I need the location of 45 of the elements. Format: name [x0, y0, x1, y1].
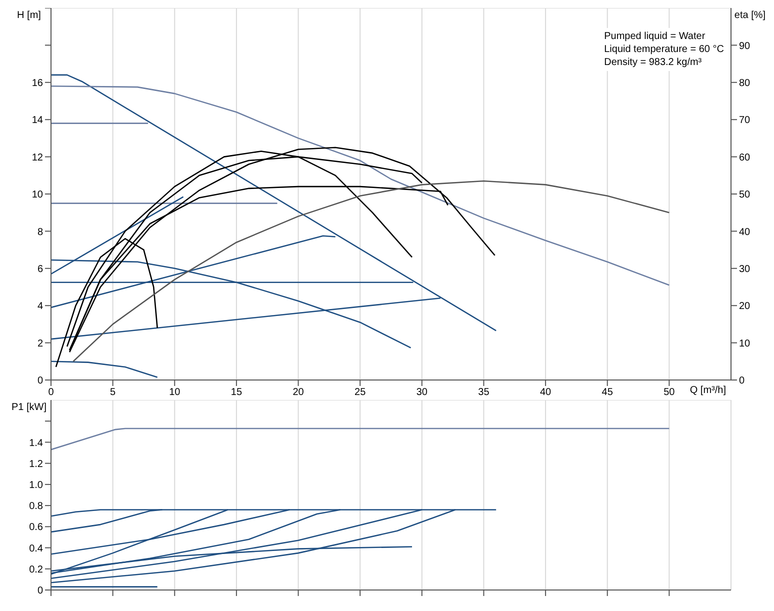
x-tick-label: 45: [602, 387, 614, 398]
x-tick-label: 0: [48, 387, 54, 398]
x-tick-label: 5: [110, 387, 116, 398]
x-tick-label: 25: [354, 387, 366, 398]
y-tick-label: 12: [32, 152, 44, 164]
x-tick-label: 20: [292, 387, 304, 398]
y-tick-label: 0.6: [29, 522, 44, 534]
y2-tick-label: 40: [739, 226, 751, 238]
y2-tick-label: 80: [739, 78, 751, 89]
y2-tick-label: 50: [739, 190, 751, 201]
y-tick-label: 0.2: [29, 564, 44, 576]
y-tick-label: 1.2: [29, 458, 44, 470]
y-axis-title: H [m]: [10, 10, 48, 21]
y2-tick-label: 10: [739, 338, 751, 350]
y-tick-label: 2: [37, 338, 44, 350]
y-tick-label: 8: [37, 226, 44, 238]
y-tick-label: 10: [32, 190, 44, 201]
annotation: Pumped liquid = Water: [604, 30, 706, 43]
y-tick-label: 0: [37, 586, 44, 597]
x-tick-label: 40: [540, 387, 552, 398]
y2-axis-title: eta [%]: [734, 10, 766, 21]
annotation: Liquid temperature = 60 °C: [604, 43, 724, 56]
y-tick-label: 0.4: [29, 543, 44, 554]
y2-tick-label: 60: [739, 152, 751, 164]
y2-tick-label: 90: [739, 40, 751, 52]
y-tick-label: 0.8: [29, 501, 44, 512]
x-axis-title: Q [m³/h]: [690, 385, 726, 396]
y-tick-label: 4: [37, 301, 44, 312]
y2-tick-label: 20: [739, 301, 751, 312]
y-axis-title: P1 [kW]: [10, 402, 48, 413]
y-tick-label: 0: [37, 376, 44, 387]
x-tick-label: 50: [664, 387, 676, 398]
x-tick-label: 15: [230, 387, 242, 398]
x-tick-label: 30: [416, 387, 428, 398]
y2-tick-label: 30: [739, 264, 751, 275]
y2-tick-label: 70: [739, 115, 751, 126]
y2-tick-label: 0: [739, 376, 745, 387]
y-tick-label: 1.0: [29, 480, 44, 491]
y-tick-label: 6: [37, 264, 44, 275]
x-tick-label: 35: [478, 387, 490, 398]
y-tick-label: 16: [32, 78, 44, 89]
x-tick-label: 10: [169, 387, 181, 398]
y-tick-label: 1.4: [29, 438, 44, 449]
y-tick-label: 14: [32, 115, 44, 126]
annotation: Density = 983.2 kg/m³: [604, 56, 703, 69]
